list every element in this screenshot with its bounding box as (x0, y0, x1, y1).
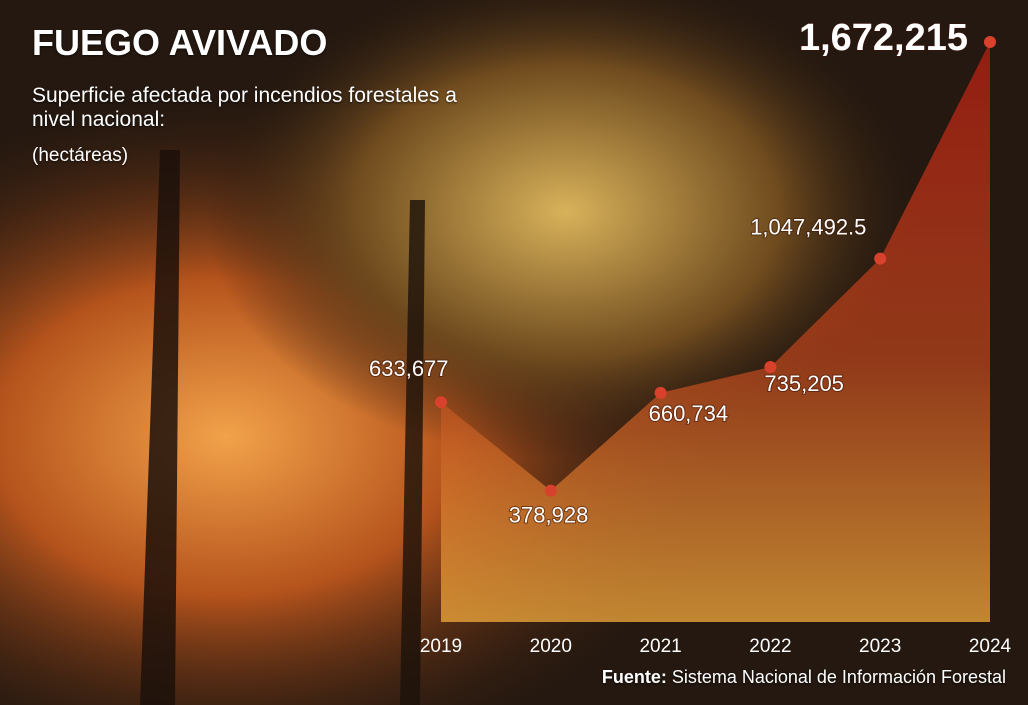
x-tick-label: 2020 (530, 636, 572, 657)
data-point (874, 253, 886, 265)
title: FUEGO AVIVADO (32, 22, 327, 64)
data-point (655, 387, 667, 399)
data-point (545, 485, 557, 497)
x-tick-label: 2024 (969, 636, 1012, 657)
subtitle: Superficie afectada por incendios forest… (32, 84, 502, 132)
unit-label: (hectáreas) (32, 145, 128, 167)
value-label: 1,047,492.5 (750, 215, 866, 240)
value-label: 1,672,215 (799, 17, 968, 59)
value-label: 660,734 (649, 401, 729, 426)
x-tick-label: 2022 (749, 636, 791, 657)
x-tick-label: 2023 (859, 636, 901, 657)
x-tick-label: 2019 (420, 636, 462, 657)
source-label: Fuente: (602, 667, 667, 687)
source-text: Sistema Nacional de Información Forestal (672, 667, 1006, 687)
value-label: 378,928 (509, 503, 589, 528)
infographic: 633,677 2019 378,928 2020 660,734 2021 735,205… (0, 0, 1028, 705)
x-tick-label: 2021 (639, 636, 681, 657)
value-label: 633,677 (369, 356, 449, 381)
data-point (984, 36, 996, 48)
value-label: 735,205 (764, 371, 844, 396)
data-point (435, 396, 447, 408)
source: Fuente: Sistema Nacional de Información … (602, 667, 1006, 688)
